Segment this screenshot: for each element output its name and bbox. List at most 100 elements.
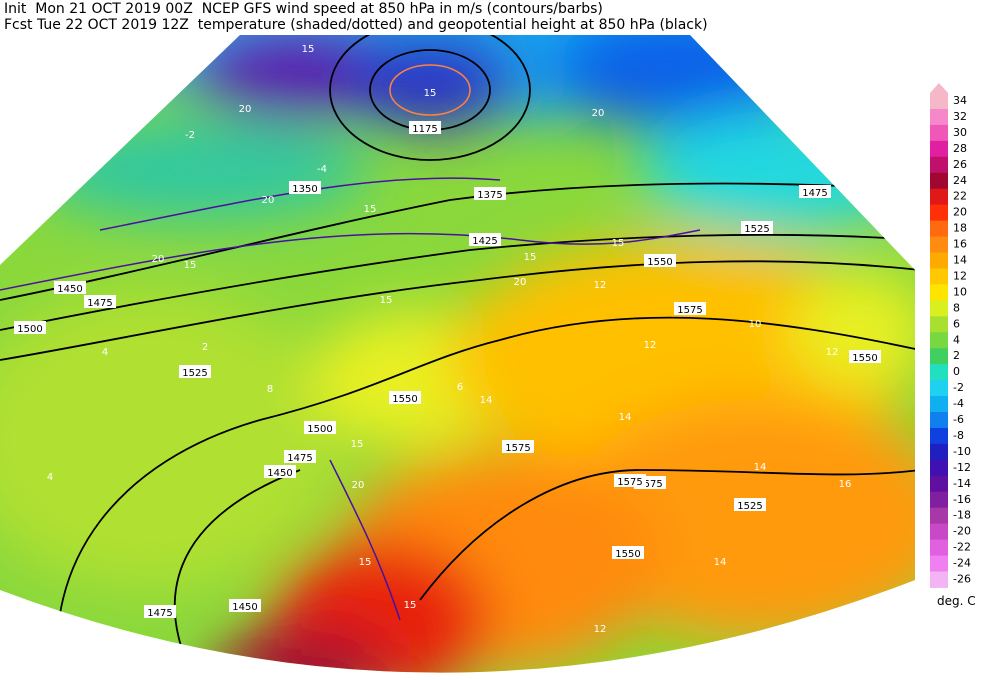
- wind-label: 15: [612, 238, 625, 249]
- colorbar-label: 6: [953, 317, 960, 330]
- height-label: 1475: [802, 188, 827, 199]
- wind-label: 20: [152, 254, 165, 265]
- colorbar-swatch: [930, 491, 948, 509]
- height-label-box: [289, 181, 321, 194]
- height-label-box: [734, 498, 766, 511]
- header-line: Init Mon 21 OCT 2019 00Z NCEP GFS wind s…: [4, 1, 603, 17]
- wind-label: 15: [364, 204, 377, 215]
- colorbar-swatch: [930, 443, 948, 461]
- wind-label: 20: [239, 104, 252, 115]
- height-label-box: [264, 465, 296, 478]
- colorbar-label: -10: [953, 445, 971, 458]
- temperature-label: 14: [480, 395, 493, 406]
- temperature-label: 12: [644, 340, 657, 351]
- height-label: 1375: [477, 190, 502, 201]
- height-label-box: [229, 599, 261, 612]
- height-label-box: [614, 474, 646, 487]
- height-label: 1475: [147, 608, 172, 619]
- height-label: 1350: [292, 184, 317, 195]
- colorbar-swatch: [930, 300, 948, 317]
- colorbar-swatch: [930, 108, 948, 126]
- temperature-label: 14: [619, 412, 632, 423]
- height-label: 1425: [472, 236, 497, 247]
- temperature-label: 14: [714, 557, 727, 568]
- colorbar-swatch: [930, 396, 948, 413]
- height-label: 1525: [182, 368, 207, 379]
- temperature-field: [0, 35, 915, 673]
- colorbar-label: 16: [953, 238, 967, 251]
- temperature-label: 14: [754, 462, 767, 473]
- height-label-box: [54, 281, 86, 294]
- temperature-label: -4: [317, 164, 327, 175]
- temperature-label: 12: [826, 347, 839, 358]
- temperature-label: -2: [185, 130, 195, 141]
- colorbar-label: -2: [953, 381, 964, 394]
- colorbar-label: 18: [953, 222, 967, 235]
- colorbar-swatch: [930, 252, 948, 269]
- colorbar-swatch: [930, 220, 948, 238]
- wind-label: 20: [352, 480, 365, 491]
- height-label: 1575: [637, 479, 662, 490]
- colorbar-swatch: [930, 555, 948, 572]
- colorbar-swatch: [930, 571, 948, 588]
- height-label-box: [389, 391, 421, 404]
- colorbar-label: -26: [953, 573, 971, 586]
- height-label: 1450: [232, 602, 257, 613]
- temperature-label: 16: [839, 479, 852, 490]
- height-label-box: [284, 450, 316, 463]
- height-label: 1450: [57, 284, 82, 295]
- colorbar-label: -6: [953, 413, 964, 426]
- colorbar-label: -4: [953, 397, 964, 410]
- colorbar-swatch: [930, 475, 948, 493]
- colorbar-swatch: [930, 268, 948, 285]
- temperature-label: 12: [594, 624, 607, 635]
- wind-label: 15: [351, 439, 364, 450]
- colorbar-label: -20: [953, 525, 971, 538]
- colorbar-swatch: [930, 236, 948, 253]
- wind-label: 15: [302, 44, 315, 55]
- height-label: 1525: [744, 224, 769, 235]
- height-label-box: [14, 321, 46, 334]
- height-label-box: [674, 302, 706, 315]
- height-label: 1575: [677, 305, 702, 316]
- height-label-box: [799, 185, 831, 198]
- colorbar-swatch: [930, 188, 948, 206]
- wind-label: 15: [359, 557, 372, 568]
- colorbar-swatch: [930, 93, 948, 110]
- wind-label: 15: [184, 260, 197, 271]
- temperature-label: 8: [267, 384, 273, 395]
- wind-label: 20: [592, 108, 605, 119]
- colorbar-label: 4: [953, 333, 960, 346]
- wind-label: 15: [404, 600, 417, 611]
- colorbar-swatch: [930, 140, 948, 158]
- height-label-box: [474, 187, 506, 200]
- height-label: 1500: [307, 424, 332, 435]
- colorbar-swatch: [930, 332, 948, 349]
- height-label-box: [144, 605, 176, 618]
- temperature-label: 12: [594, 280, 607, 291]
- colorbar-swatch: [930, 204, 948, 222]
- colorbar-label: -16: [953, 493, 971, 506]
- colorbar-label: 30: [953, 126, 967, 139]
- height-label: 1575: [617, 477, 642, 488]
- colorbar-swatch: [930, 427, 948, 445]
- height-label-box: [84, 295, 116, 308]
- colorbar-label: -22: [953, 541, 971, 554]
- colorbar-label: 8: [953, 301, 960, 314]
- height-label: 1450: [267, 468, 292, 479]
- colorbar-label: -24: [953, 557, 971, 570]
- height-label: 1550: [852, 353, 877, 364]
- colorbar-label: 14: [953, 254, 967, 267]
- height-label: 1550: [392, 394, 417, 405]
- wind-label: 15: [424, 88, 437, 99]
- height-label-box: [612, 546, 644, 559]
- wind-label: 15: [524, 252, 537, 263]
- colorbar-label: -18: [953, 509, 971, 522]
- height-label-box: [469, 233, 501, 246]
- colorbar-swatch: [930, 316, 948, 333]
- height-label: 1550: [647, 257, 672, 268]
- colorbar-swatch: [930, 284, 948, 301]
- height-label-box: [644, 254, 676, 267]
- colorbar-label: 26: [953, 158, 967, 171]
